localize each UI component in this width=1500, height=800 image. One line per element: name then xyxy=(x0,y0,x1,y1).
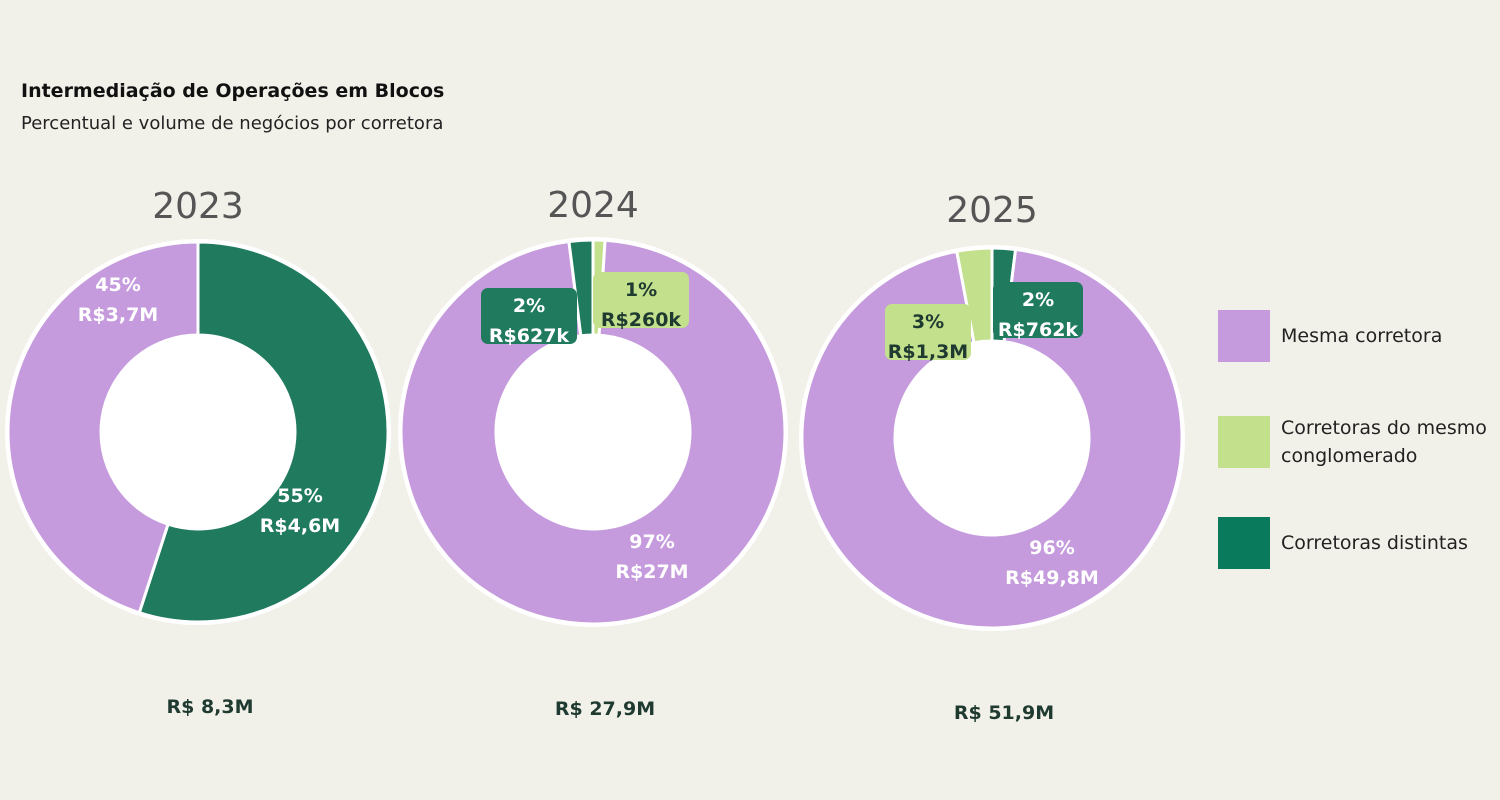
slice-percent-label: 2% xyxy=(513,295,545,317)
donut-hole xyxy=(496,335,690,529)
legend-label: Corretoras do mesmo conglomerado xyxy=(1281,417,1487,467)
donut-chart-2023: 2023 55% R$4,6M 45% R$3,7M R$ 8,3M xyxy=(5,186,391,718)
legend-item-mesma-corretora: Mesma corretora xyxy=(1218,310,1496,362)
chart-title: Intermediação de Operações em Blocos xyxy=(21,80,445,102)
slice-label-badge xyxy=(593,272,689,328)
slice-percent-label: 3% xyxy=(912,311,944,333)
slice-value-label: R$3,7M xyxy=(78,304,158,326)
slice-value-label: R$1,3M xyxy=(888,341,968,363)
chart-subtitle: Percentual e volume de negócios por corr… xyxy=(21,113,444,134)
legend-label: Mesma corretora xyxy=(1281,325,1443,347)
legend-item-distintas: Corretoras distintas xyxy=(1218,517,1496,569)
donut-hole xyxy=(101,335,295,529)
legend-label: Corretoras distintas xyxy=(1281,532,1468,554)
slice-percent-label: 1% xyxy=(625,279,657,301)
slice-value-label: R$4,6M xyxy=(260,515,340,537)
slice-percent-label: 2% xyxy=(1022,289,1054,311)
slice-label-badge xyxy=(481,288,577,344)
legend-swatch-distintas xyxy=(1218,517,1270,569)
donut-chart-2024: 2024 1% R$260k 97% R$27M 2% R$627k R$ 27,9M xyxy=(398,185,788,720)
chart-total-label: R$ 27,9M xyxy=(555,698,655,720)
slice-label-badge xyxy=(993,282,1083,338)
slice-percent-label: 55% xyxy=(277,485,322,507)
slice-value-label: R$49,8M xyxy=(1005,567,1099,589)
legend-item-conglomerado: Corretoras do mesmo conglomerado xyxy=(1218,414,1496,470)
slice-value-label: R$27M xyxy=(615,561,688,583)
legend-swatch-mesma-corretora xyxy=(1218,310,1270,362)
donut-charts: 2023 55% R$4,6M 45% R$3,7M R$ 8,3M 2024 1% R$260… xyxy=(5,185,1185,724)
slice-label-badge xyxy=(885,304,971,360)
slice-percent-label: 97% xyxy=(629,531,674,553)
slice-percent-label: 96% xyxy=(1029,537,1074,559)
chart-total-label: R$ 51,9M xyxy=(954,702,1054,724)
slice-value-label: R$627k xyxy=(489,325,570,347)
slice-percent-label: 45% xyxy=(95,274,140,296)
chart-year-label: 2024 xyxy=(547,185,639,226)
chart-total-label: R$ 8,3M xyxy=(166,696,253,718)
donut-hole xyxy=(895,341,1089,535)
chart-year-label: 2025 xyxy=(946,190,1038,231)
donut-chart-2025: 2025 2% R$762k 96% R$49,8M 3% R$1,3M R$ 51,9M xyxy=(799,190,1185,724)
slice-value-label: R$260k xyxy=(601,309,682,331)
slice-value-label: R$762k xyxy=(998,319,1079,341)
chart-year-label: 2023 xyxy=(152,186,244,227)
legend-swatch-conglomerado xyxy=(1218,416,1270,468)
